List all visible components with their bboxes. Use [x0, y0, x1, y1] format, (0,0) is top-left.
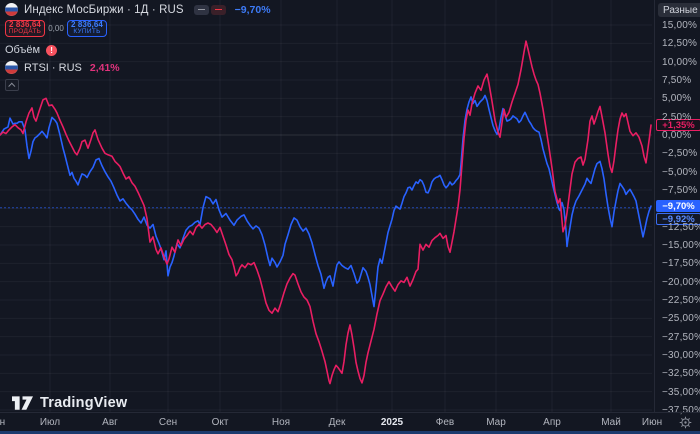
spread-value: 0,00: [48, 24, 64, 33]
price-axis-label: −32,50%: [662, 368, 700, 380]
hide-series-toggle-icon[interactable]: [193, 4, 209, 15]
trade-buttons-row: 2 836,64 ПРОДАТЬ 0,00 2 836,64 КУПИТЬ: [5, 20, 271, 37]
time-axis-label: Июн: [0, 417, 6, 428]
time-axis-label: 2025: [380, 417, 404, 428]
russia-flag-icon: [5, 61, 18, 74]
time-axis-label: Апр: [543, 417, 561, 428]
time-axis-label: Окт: [211, 417, 229, 428]
price-axis-label: 10,00%: [662, 56, 698, 68]
time-axis-label: Дек: [328, 417, 346, 428]
time-axis-label: Ноя: [271, 417, 291, 428]
price-axis-label: −2,50%: [662, 148, 698, 160]
compare-symbol-row[interactable]: RTSI · RUS 2,41%: [5, 61, 271, 74]
price-axis-label: −25,00%: [662, 313, 700, 325]
price-axis-label: −37,50%: [662, 405, 700, 416]
price-axis-label: −20,00%: [662, 276, 700, 288]
tradingview-mark-icon: [12, 395, 33, 410]
buy-label: КУПИТЬ: [73, 28, 101, 36]
tradingview-wordmark: TradingView: [40, 395, 128, 411]
moex-series-line: [0, 94, 652, 308]
buy-price: 2 836,64: [71, 19, 103, 29]
time-axis[interactable]: Июн Июл Авг Сен Окт Ноя Дек 2025 Фев Мар Апр Май Июн: [0, 412, 700, 431]
chart-legend: Индекс МосБиржи · 1Д · RUS −9,70% 2 836,…: [5, 3, 271, 91]
price-axis-label: 15,00%: [662, 20, 698, 31]
chevron-up-icon: [7, 82, 15, 90]
time-axis-label: Май: [601, 417, 621, 428]
price-axis-label: −7,50%: [662, 185, 698, 196]
russia-flag-icon: [5, 3, 18, 16]
price-axis-label: −22,50%: [662, 295, 700, 306]
price-axis-label: 5,00%: [662, 93, 692, 105]
price-axis-label: −17,50%: [662, 258, 700, 270]
compare-change-percent: 2,41%: [89, 61, 120, 74]
price-axis-label: −12,50%: [662, 221, 700, 233]
price-axis-label: −35,00%: [662, 386, 700, 398]
price-axis-label: 0,00%: [662, 130, 692, 141]
sell-button[interactable]: 2 836,64 ПРОДАТЬ: [5, 20, 45, 37]
price-axis[interactable]: +1,35% −9,70% −9,92% 15,00% 12,50% 10,00% 7…: [654, 0, 700, 416]
bottom-accent-strip: [0, 431, 700, 434]
price-scale-mode-button[interactable]: Разные: [658, 3, 700, 17]
moex-prev-close-badge: −9,92%: [656, 213, 700, 225]
price-axis-label: 7,50%: [662, 75, 692, 86]
tradingview-logo[interactable]: TradingView: [12, 395, 127, 411]
price-axis-label: 12,50%: [662, 38, 698, 50]
price-axis-label: −5,00%: [662, 166, 698, 178]
time-axis-label: Сен: [158, 417, 178, 428]
price-axis-label: 2,50%: [662, 111, 692, 123]
time-axis-label: Июл: [39, 417, 61, 428]
rtsi-series-line: [0, 40, 652, 385]
time-axis-label: Фев: [435, 417, 455, 428]
axis-settings-gear-icon[interactable]: [679, 416, 692, 434]
symbol-change-percent: −9,70%: [234, 3, 271, 16]
sell-label: ПРОДАТЬ: [8, 28, 42, 36]
compare-symbol-title[interactable]: RTSI · RUS: [24, 61, 82, 74]
price-scale-mode-label: Разные: [663, 4, 698, 16]
sell-price: 2 836,64: [9, 19, 41, 29]
price-axis-label: −30,00%: [662, 350, 700, 361]
legend-toggle-pills: [193, 4, 226, 15]
main-symbol-row[interactable]: Индекс МосБиржи · 1Д · RUS −9,70%: [5, 3, 271, 16]
time-axis-label: Июн: [641, 417, 663, 428]
volume-study-label: Объём: [5, 44, 41, 56]
buy-button[interactable]: 2 836,64 КУПИТЬ: [67, 20, 107, 37]
time-axis-label: Мар: [486, 417, 506, 428]
symbol-title[interactable]: Индекс МосБиржи · 1Д · RUS: [24, 3, 184, 16]
legend-collapse-button[interactable]: [5, 79, 19, 91]
volume-study-row[interactable]: Объём !: [5, 44, 271, 56]
price-axis-label: −15,00%: [662, 240, 700, 251]
remove-series-toggle-icon[interactable]: [210, 4, 226, 15]
rtsi-price-badge: +1,35%: [656, 119, 700, 131]
price-axis-label: −27,50%: [662, 331, 700, 343]
study-error-icon[interactable]: !: [46, 44, 58, 56]
moex-price-badge: −9,70%: [656, 200, 700, 212]
time-axis-label: Авг: [102, 417, 118, 428]
